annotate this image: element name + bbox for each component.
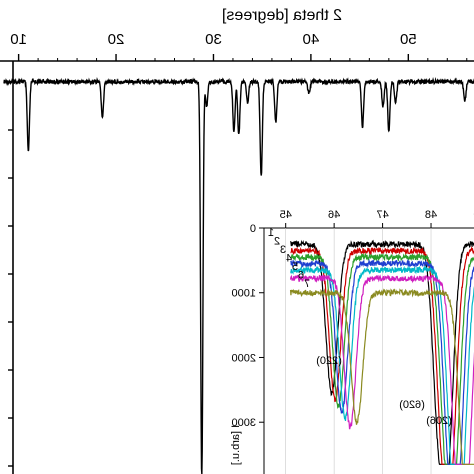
inset-x-tick-label: 45	[280, 209, 292, 221]
inset-series-label-7: 7	[304, 278, 310, 290]
inset-series-lines	[289, 239, 474, 465]
main-x-tick-label: 40	[303, 31, 320, 48]
inset-x-ticks: 4546474849	[280, 209, 474, 228]
inset-y-tick-label: 0	[250, 223, 256, 235]
main-x-ticks: 10 20 30 40 50	[10, 31, 468, 61]
main-x-tick-label: 10	[10, 31, 27, 48]
inset-y-tick-label: 3000	[232, 417, 256, 429]
inset-series-label-6: 6	[298, 270, 304, 282]
inset-series-label-2: 2	[274, 236, 280, 248]
inset-series-label-4: 4	[286, 253, 292, 265]
inset-series-line-7	[289, 288, 474, 465]
main-x-axis-title: 2 theta [degrees]	[222, 7, 342, 24]
inset-series-label-3: 3	[280, 244, 286, 256]
inset-series-label-5: 5	[292, 261, 298, 273]
annotation-220: (220)	[316, 355, 342, 367]
main-x-tick-label: 50	[400, 31, 417, 48]
inset-series-line-6	[289, 274, 474, 465]
inset-series-label-1: 1	[268, 227, 274, 239]
inset-y-tick-label: 2000	[232, 352, 256, 364]
main-plot: 10 20 30 40 50	[0, 31, 474, 474]
inset-series-line-1	[289, 239, 474, 465]
annotation-206: (206)	[426, 415, 452, 427]
annotation-620: (620)	[399, 399, 425, 411]
inset-y-axis-title: I [arb.u.]	[230, 425, 242, 465]
inset-x-tick-label: 46	[328, 209, 340, 221]
inset-x-tick-label: 47	[376, 209, 388, 221]
inset-y-tick-label: 1000	[232, 288, 256, 300]
main-x-tick-label: 30	[205, 31, 222, 48]
inset-y-ticks: 0 1000 2000 3000	[232, 223, 264, 429]
main-x-tick-label: 20	[108, 31, 125, 48]
inset-x-tick-label: 48	[425, 209, 437, 221]
main-series-line	[3, 76, 474, 474]
